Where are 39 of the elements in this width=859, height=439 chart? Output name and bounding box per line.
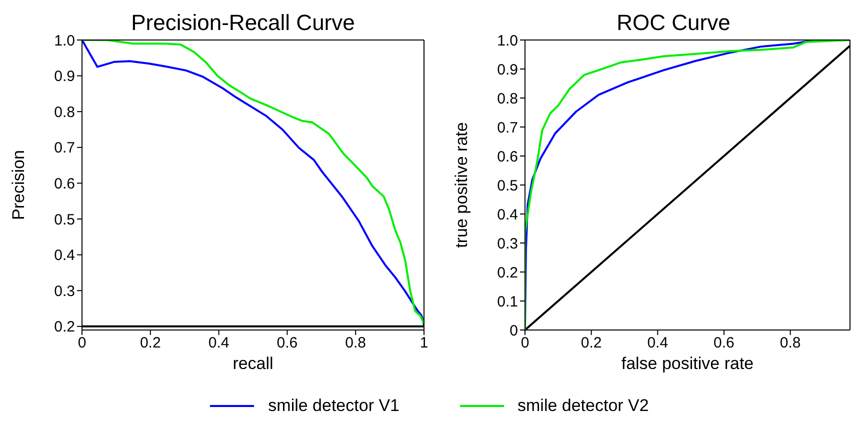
x-tick-label: 0.2 [140, 334, 161, 352]
y-tick-label: 0.2 [497, 264, 518, 282]
x-tick-label: 0.6 [714, 334, 734, 352]
chart-title: Precision-Recall Curve [131, 10, 355, 35]
x-tick-label: 0.4 [647, 334, 668, 352]
y-tick-label: 0.8 [497, 90, 518, 108]
x-tick-label: 0.8 [780, 334, 801, 352]
y-tick-label: 0.6 [497, 148, 518, 166]
y-tick-label: 0.4 [54, 247, 75, 264]
y-tick-label: 0.3 [54, 282, 75, 300]
x-tick-label: 0 [78, 334, 86, 352]
y-tick-label: 1.0 [54, 32, 75, 50]
y-tick-label: 0.2 [54, 318, 75, 336]
x-axis-title: recall [232, 354, 274, 374]
y-tick-label: 0.7 [497, 119, 518, 136]
y-axis-title: Precision [9, 150, 28, 220]
y-tick-label: 0.9 [497, 61, 518, 78]
y-tick-label: 0.7 [54, 140, 75, 157]
y-tick-label: 1.0 [497, 32, 518, 50]
y-axis-title: true positive rate [452, 122, 472, 248]
y-tick-label: 0.4 [497, 206, 518, 224]
x-tick-label: 0.4 [208, 334, 230, 352]
y-tick-label: 0.9 [54, 68, 75, 86]
x-tick-label: 1 [420, 334, 428, 352]
y-tick-label: 0.1 [497, 293, 518, 310]
y-tick-label: 0.5 [54, 211, 75, 228]
x-axis-title: false positive rate [620, 354, 755, 374]
y-tick-label: 0.6 [54, 176, 75, 193]
x-tick-label: 0 [520, 334, 530, 352]
y-tick-label: 0.5 [497, 177, 518, 194]
x-tick-label: 0.6 [276, 334, 298, 352]
legend-label: smile detector V2 [518, 396, 649, 416]
y-tick-label: 0.8 [54, 104, 75, 121]
x-tick-label: 0.8 [345, 334, 366, 352]
y-tick-label: 0 [510, 322, 518, 340]
chart-title: ROC Curve [616, 10, 730, 35]
y-tick-label: 0.3 [497, 235, 518, 252]
legend-label: smile detector V1 [268, 396, 400, 416]
x-tick-label: 0.2 [580, 334, 602, 352]
